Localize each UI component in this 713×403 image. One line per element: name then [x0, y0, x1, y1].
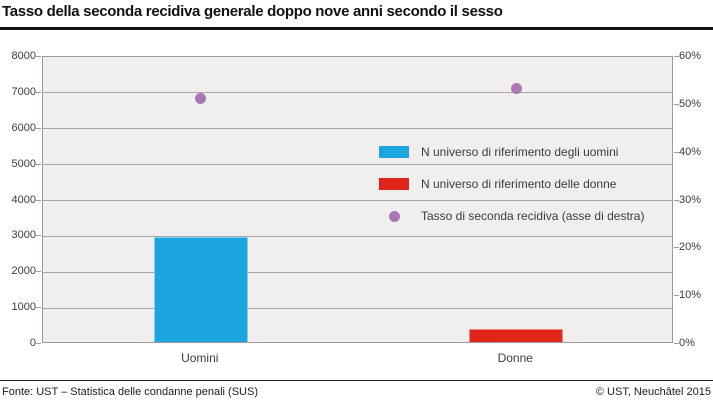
x-axis-label-donne: Donne	[497, 351, 533, 365]
right-axis-tick-label: 50%	[679, 97, 702, 110]
legend-item-tasso: Tasso di seconda recidiva (asse di destr…	[379, 200, 644, 232]
legend-item-uomini: N universo di riferimento degli uomini	[379, 136, 644, 168]
copyright-note: © UST, Neuchâtel 2015	[595, 386, 711, 398]
right-axis-tick	[674, 343, 679, 344]
left-axis-tick	[36, 56, 41, 57]
left-axis-tick-label: 7000	[11, 85, 36, 98]
left-axis-tick	[36, 271, 41, 273]
left-axis-tick-label: 8000	[11, 50, 36, 62]
title-divider	[0, 27, 713, 30]
right-axis-tick-label: 30%	[679, 193, 702, 206]
legend-item-donne: N universo di riferimento delle donne	[379, 168, 644, 200]
right-axis-tick	[674, 199, 679, 201]
left-axis-tick-label: 3000	[11, 229, 36, 242]
red-square-icon	[379, 178, 409, 190]
gridline	[43, 235, 672, 237]
legend-label-tasso: Tasso di seconda recidiva (asse di destr…	[421, 209, 645, 223]
right-axis-tick-label: 10%	[679, 289, 702, 302]
left-axis-tick	[36, 199, 41, 201]
left-axis-tick	[36, 235, 41, 237]
gridline	[43, 307, 672, 309]
right-axis-tick-label: 0%	[679, 337, 695, 349]
right-axis-tick-label: 60%	[679, 50, 702, 62]
source-note: Fonte: UST – Statistica delle condanne p…	[2, 386, 258, 398]
gridline	[43, 128, 672, 130]
right-axis-tick	[674, 103, 679, 105]
right-axis-tick-label: 40%	[679, 145, 702, 158]
left-axis-tick	[36, 163, 41, 165]
x-axis-label-uomini: Uomini	[181, 351, 219, 365]
page-title: Tasso della seconda recidiva generale do…	[2, 3, 503, 20]
gridline	[43, 200, 672, 201]
legend-swatch-tasso	[379, 210, 409, 222]
legend-label-uomini: N universo di riferimento degli uomini	[421, 145, 619, 159]
right-axis-tick	[674, 295, 679, 297]
left-axis-tick	[36, 343, 41, 344]
legend-swatch-uomini	[379, 146, 409, 158]
purple-dot-icon	[388, 210, 400, 222]
footer-divider	[0, 380, 713, 381]
left-axis-tick	[36, 127, 41, 129]
left-axis-tick-label: 0	[29, 337, 36, 349]
left-axis-tick-label: 1000	[11, 301, 36, 314]
plot-area	[42, 56, 673, 343]
legend-label-donne: N universo di riferimento delle donne	[421, 177, 617, 191]
bar-donne	[469, 329, 564, 342]
left-axis-tick-label: 4000	[11, 193, 36, 206]
scatter-point-donne	[510, 82, 522, 94]
gridline	[43, 164, 672, 166]
left-axis-tick-label: 5000	[11, 157, 36, 170]
right-axis-tick	[674, 56, 679, 57]
right-axis-tick	[674, 247, 679, 249]
left-axis-tick-label: 2000	[11, 265, 36, 278]
scatter-point-uomini	[195, 92, 207, 104]
blue-square-icon	[379, 146, 409, 158]
left-axis-tick	[36, 307, 41, 309]
bar-uomini	[153, 236, 248, 342]
right-axis-tick	[674, 151, 679, 153]
left-axis-tick	[36, 91, 41, 93]
right-axis-tick-label: 20%	[679, 241, 702, 254]
gridline	[43, 92, 672, 94]
chart-legend: N universo di riferimento degli uomini N…	[379, 136, 644, 232]
gridline	[43, 271, 672, 273]
left-axis-tick-label: 6000	[11, 121, 36, 134]
legend-swatch-donne	[379, 178, 409, 190]
